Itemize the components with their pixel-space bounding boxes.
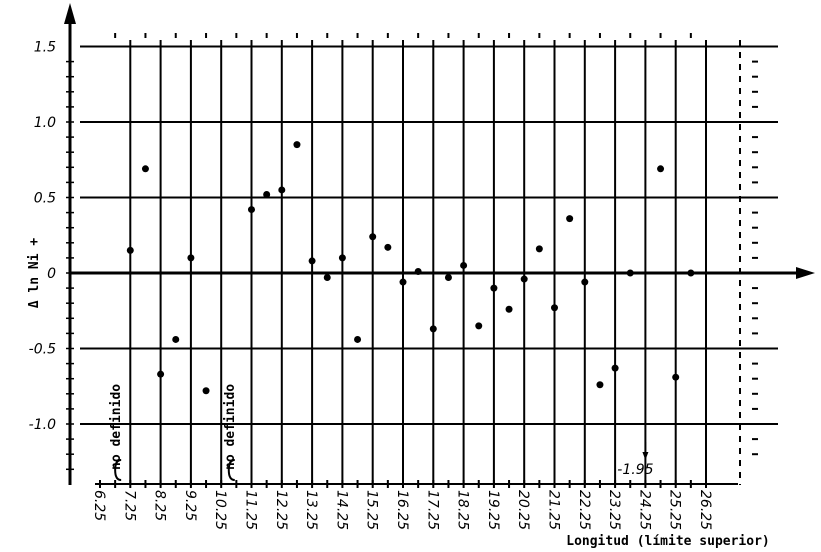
data-point bbox=[626, 269, 634, 277]
data-point bbox=[187, 254, 195, 262]
data-points bbox=[126, 141, 695, 395]
data-point bbox=[172, 335, 180, 343]
y-tick-label: 1.5 bbox=[34, 40, 56, 56]
data-point bbox=[323, 274, 331, 282]
brace-icon bbox=[114, 459, 122, 482]
x-tick-label: 10.25 bbox=[212, 490, 228, 530]
data-point bbox=[611, 364, 619, 372]
x-tick-label: 17.25 bbox=[424, 490, 440, 530]
x-tick-label: 12.25 bbox=[273, 490, 289, 530]
x-tick-label: 18.25 bbox=[455, 490, 471, 530]
data-point bbox=[157, 370, 165, 378]
data-point bbox=[429, 325, 437, 333]
x-tick-label: 7.25 bbox=[121, 490, 137, 521]
data-point bbox=[354, 335, 362, 343]
y-tick-label: 1.0 bbox=[34, 115, 56, 131]
x-tick-label: 11.25 bbox=[243, 490, 259, 530]
axes bbox=[64, 3, 815, 488]
data-point bbox=[384, 243, 392, 251]
offscale-value-label: -1.95 bbox=[617, 462, 653, 478]
y-tick-label: -1.0 bbox=[29, 417, 56, 433]
data-point bbox=[278, 186, 286, 194]
data-point bbox=[293, 141, 301, 149]
y-tick-label: 0 bbox=[47, 266, 56, 282]
y-tick-label: -0.5 bbox=[29, 342, 56, 358]
x-tick-label: 25.25 bbox=[667, 490, 683, 530]
data-point bbox=[399, 278, 407, 286]
data-point bbox=[369, 233, 377, 241]
y-tick-labels: 1.5 1.0 0.5 0 -0.5 -1.0 bbox=[29, 40, 56, 434]
data-point bbox=[490, 284, 498, 292]
data-point bbox=[248, 206, 255, 214]
x-tick-label: 6.25 bbox=[91, 490, 107, 521]
x-tick-label: 26.25 bbox=[697, 490, 713, 530]
data-point bbox=[141, 165, 149, 173]
data-point bbox=[581, 278, 589, 286]
x-tick-label: 9.25 bbox=[182, 490, 198, 521]
annotations: no definido no definido -1.95 bbox=[109, 384, 654, 482]
x-tick-label: 14.25 bbox=[333, 490, 349, 530]
data-point bbox=[414, 267, 422, 275]
x-tick-label: 13.25 bbox=[303, 490, 319, 530]
data-point bbox=[126, 246, 134, 254]
no-definido-label: no definido bbox=[223, 384, 238, 470]
data-point bbox=[475, 322, 483, 330]
x-tick-label: 8.25 bbox=[152, 490, 168, 521]
data-point bbox=[551, 304, 558, 312]
y-axis-arrow-icon bbox=[64, 3, 76, 24]
y-tick-label: 0.5 bbox=[34, 191, 56, 207]
data-point bbox=[338, 254, 346, 262]
data-point bbox=[505, 305, 513, 313]
data-point bbox=[657, 165, 665, 173]
grid bbox=[80, 33, 778, 485]
data-point bbox=[520, 275, 528, 283]
x-axis-arrow-icon bbox=[796, 267, 815, 279]
arrow-head-icon bbox=[642, 452, 649, 460]
x-tick-label: 23.25 bbox=[606, 490, 622, 530]
brace-icon bbox=[227, 458, 235, 481]
x-tick-labels: 6.25 7.25 8.25 9.25 10.25 11.25 12.25 13.25 14.2… bbox=[91, 490, 713, 530]
x-tick-label: 15.25 bbox=[364, 490, 380, 530]
data-point bbox=[596, 381, 604, 389]
y-axis-label: Δ ln Ni + bbox=[27, 238, 42, 309]
data-point bbox=[687, 269, 695, 277]
x-tick-label: 20.25 bbox=[515, 490, 531, 530]
data-point bbox=[202, 387, 210, 395]
data-point bbox=[460, 261, 468, 269]
no-definido-label: no definido bbox=[109, 384, 124, 470]
x-tick-label: 16.25 bbox=[394, 490, 410, 530]
x-tick-label: 22.25 bbox=[576, 490, 592, 530]
x-tick-label: 21.25 bbox=[546, 490, 562, 530]
data-point bbox=[566, 215, 574, 223]
x-tick-label: 24.25 bbox=[636, 490, 652, 530]
data-point bbox=[263, 190, 271, 198]
data-point bbox=[535, 245, 543, 253]
data-point bbox=[672, 373, 680, 381]
data-point bbox=[444, 274, 452, 282]
x-axis-label: Longitud (límite superior) bbox=[566, 534, 770, 549]
x-tick-label: 19.25 bbox=[485, 490, 501, 530]
data-point bbox=[308, 257, 316, 265]
